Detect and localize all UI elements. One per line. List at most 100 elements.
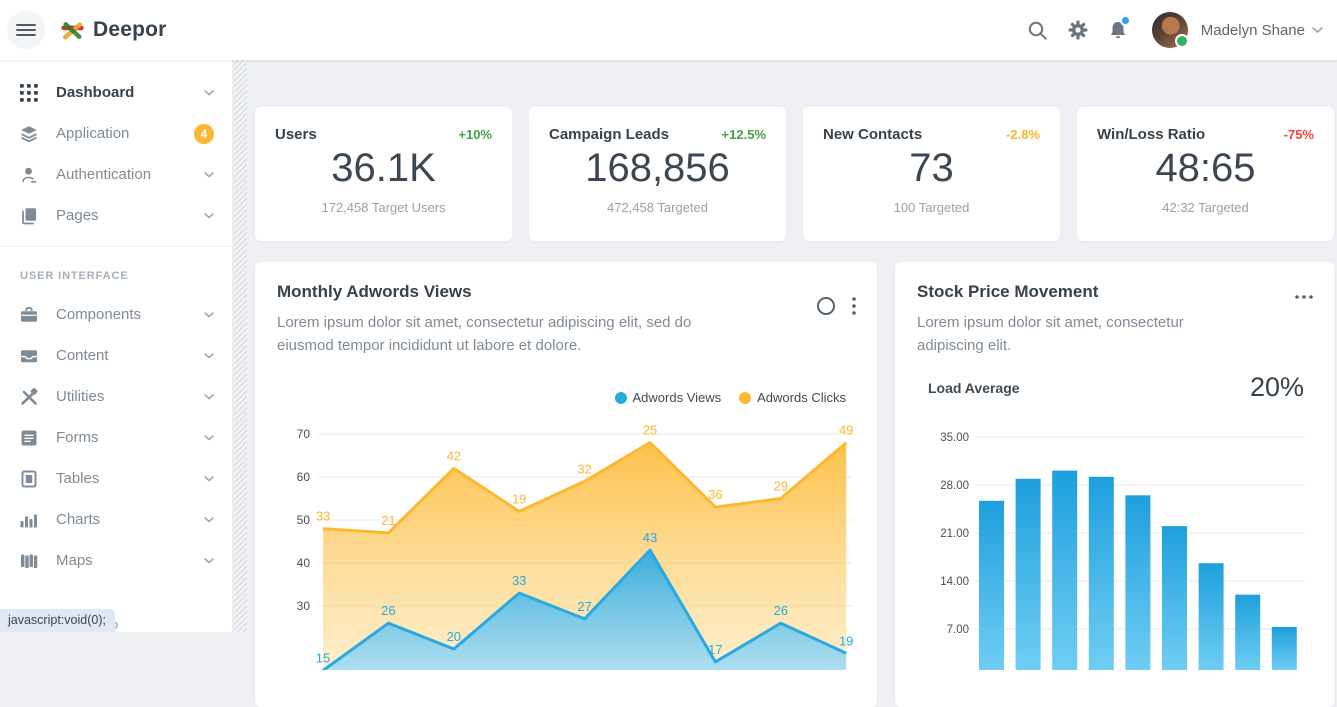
stock-price-card: Stock Price Movement Lorem ipsum dolor s…	[895, 262, 1334, 707]
stat-delta-badge: +12.5%	[721, 127, 766, 142]
user-name[interactable]: Madelyn Shane	[1200, 21, 1305, 39]
user-icon	[20, 166, 39, 184]
sidebar-item-components[interactable]: Components	[0, 294, 232, 335]
sidebar-item-label: Forms	[56, 429, 99, 446]
loader-circle-icon[interactable]	[815, 295, 837, 317]
stat-card-users: Users +10% 36.1K 172,458 Target Users	[255, 107, 512, 241]
clicks-line	[322, 441, 848, 535]
grid-icon	[20, 83, 39, 102]
views-point-label: 26	[381, 603, 395, 618]
bar	[1271, 626, 1297, 670]
y-tick-label: 35.00	[940, 432, 969, 444]
user-menu-chevron-icon[interactable]	[1312, 26, 1323, 34]
stat-value: 168,856	[585, 146, 730, 190]
sidebar-item-dashboard[interactable]: Dashboard	[0, 72, 232, 113]
stat-delta-badge: +10%	[458, 127, 492, 142]
chevron-down-icon	[204, 311, 214, 317]
clicks-point-label: 21	[381, 513, 395, 528]
brand-name: Deepor	[93, 18, 167, 41]
legend-item-adwords-clicks[interactable]: Adwords Clicks	[739, 390, 846, 405]
pages-icon	[20, 207, 39, 225]
card-description: Lorem ipsum dolor sit amet, consectetur …	[917, 314, 1184, 355]
topbar-actions: Madelyn Shane	[1018, 10, 1323, 50]
ellipsis-menu-icon[interactable]	[1295, 295, 1313, 299]
sidebar-item-application[interactable]: Application 4	[0, 113, 232, 154]
chevron-down-icon	[204, 171, 214, 177]
views-point-label: 20	[447, 629, 461, 644]
legend-label: Adwords Views	[632, 390, 722, 405]
y-tick-label: 50	[297, 513, 311, 527]
bar	[1198, 563, 1224, 670]
sidebar-item-tables[interactable]: Tables	[0, 458, 232, 499]
notification-dot	[1119, 15, 1131, 26]
sidebar-item-authentication[interactable]: Authentication	[0, 154, 232, 195]
sidebar-item-forms[interactable]: Forms	[0, 417, 232, 458]
clicks-point-label: 33	[316, 509, 330, 524]
bar	[1015, 478, 1041, 670]
sidebar-item-label: Components	[56, 306, 142, 323]
clicks-point-label: 49	[839, 425, 853, 438]
clicks-point-label: 32	[577, 461, 591, 476]
card-description: Lorem ipsum dolor sit amet, consectetur …	[277, 314, 692, 355]
stat-value: 48:65	[1155, 146, 1256, 190]
chevron-down-icon	[204, 557, 214, 563]
legend-dot	[739, 391, 752, 404]
y-tick-label: 70	[297, 427, 311, 441]
bar	[1125, 495, 1151, 670]
sidebar-item-label: Maps	[56, 552, 93, 569]
bar	[979, 500, 1004, 670]
search-button[interactable]	[1018, 10, 1058, 50]
background-pattern-strip	[234, 60, 247, 632]
views-point-label: 26	[774, 603, 788, 618]
card-title: Stock Price Movement	[917, 282, 1099, 301]
deepor-logo-icon	[61, 21, 84, 40]
briefcase-icon	[20, 306, 39, 324]
adwords-views-card: Monthly Adwords Views Lorem ipsum dolor …	[255, 262, 877, 707]
chevron-down-icon	[204, 212, 214, 218]
brand-logo[interactable]: Deepor	[60, 18, 167, 43]
views-point-label: 15	[316, 651, 330, 666]
sidebar-item-label: Tables	[56, 470, 100, 487]
chevron-down-icon	[204, 434, 214, 440]
sidebar-divider	[0, 246, 232, 247]
chevron-down-icon	[204, 89, 214, 95]
bar	[1162, 526, 1187, 670]
stat-title: New Contacts	[823, 126, 923, 143]
bar	[1235, 594, 1261, 670]
sidebar-item-charts[interactable]: Charts	[0, 499, 232, 540]
avatar[interactable]	[1151, 12, 1189, 48]
y-tick-label: 60	[297, 470, 311, 484]
sidebar-item-label: Dashboard	[56, 84, 135, 101]
views-point-label: 43	[643, 530, 657, 545]
sidebar-item-maps[interactable]: Maps	[0, 540, 232, 581]
stat-title: Campaign Leads	[549, 126, 670, 143]
clicks-point-label: 29	[774, 479, 788, 494]
notifications-button[interactable]	[1098, 10, 1138, 50]
table-icon	[20, 470, 39, 488]
sidebar-item-content[interactable]: Content	[0, 335, 232, 376]
topbar: Deepor	[0, 0, 1337, 60]
sidebar-item-label: Authentication	[56, 166, 152, 183]
tools-icon	[20, 387, 39, 406]
hamburger-icon	[16, 24, 36, 36]
stat-value: 73	[909, 146, 954, 190]
sidebar-item-pages[interactable]: Pages	[0, 195, 232, 236]
legend-dot	[614, 391, 627, 404]
stat-subtext: 472,458 Targeted	[607, 200, 708, 215]
stat-title: Win/Loss Ratio	[1097, 126, 1206, 143]
menu-toggle-button[interactable]	[7, 11, 45, 49]
stat-value: 36.1K	[331, 146, 436, 190]
kebab-menu-icon[interactable]	[852, 297, 856, 315]
stat-subtext: 172,458 Target Users	[321, 200, 446, 215]
main-content: Users +10% 36.1K 172,458 Target Users Ca…	[247, 60, 1337, 707]
application-badge: 4	[194, 123, 214, 144]
map-icon	[20, 552, 39, 570]
online-status-dot	[1174, 34, 1189, 48]
sidebar-item-utilities[interactable]: Utilities	[0, 376, 232, 417]
settings-button[interactable]	[1058, 10, 1098, 50]
stats-row: Users +10% 36.1K 172,458 Target Users Ca…	[255, 107, 1334, 241]
sidebar-item-label: Charts	[56, 511, 101, 528]
chevron-down-icon	[204, 475, 214, 481]
bar-chart-icon	[20, 511, 39, 529]
legend-item-adwords-views[interactable]: Adwords Views	[614, 390, 722, 405]
